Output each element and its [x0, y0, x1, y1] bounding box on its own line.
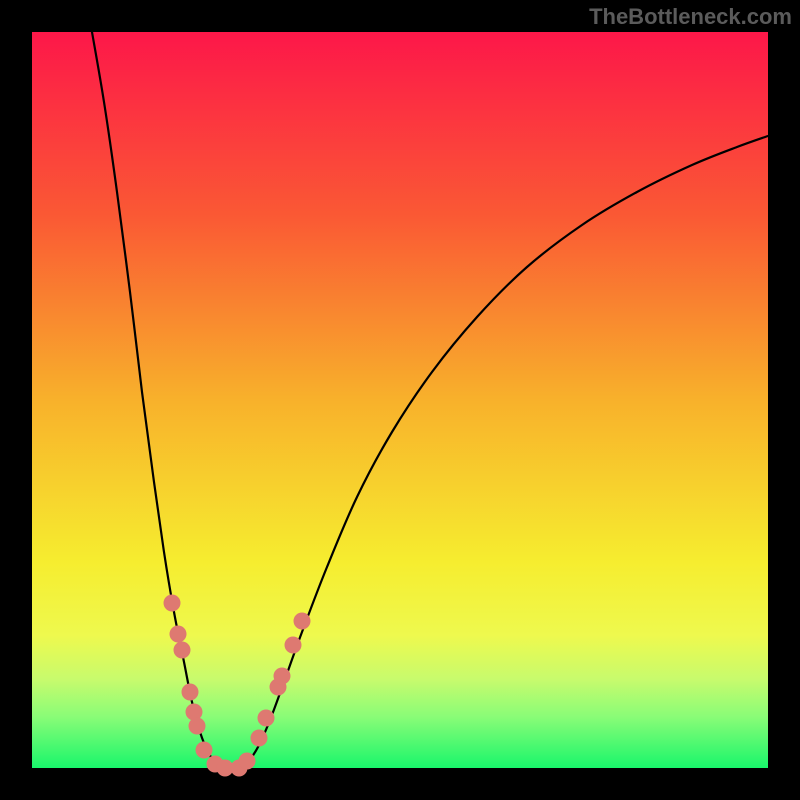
- data-dot: [251, 730, 268, 747]
- chart-root: TheBottleneck.com: [0, 0, 800, 800]
- data-dot: [174, 642, 191, 659]
- data-dot: [189, 718, 206, 735]
- data-dot: [294, 613, 311, 630]
- data-dot: [182, 684, 199, 701]
- data-dot: [164, 595, 181, 612]
- data-dot: [196, 742, 213, 759]
- data-dot: [258, 710, 275, 727]
- data-dot: [274, 668, 291, 685]
- data-dot: [285, 637, 302, 654]
- data-dot: [239, 753, 256, 770]
- v-curve-path: [92, 32, 768, 769]
- curve-layer: [32, 32, 768, 768]
- watermark-text: TheBottleneck.com: [589, 4, 792, 30]
- dots-group: [164, 595, 311, 777]
- plot-area: [32, 32, 768, 768]
- data-dot: [170, 626, 187, 643]
- data-dot: [186, 704, 203, 721]
